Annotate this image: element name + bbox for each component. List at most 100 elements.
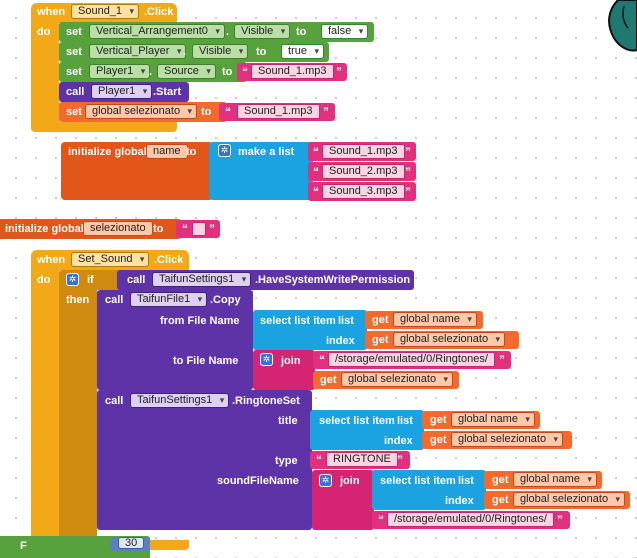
- quote-close: ”: [209, 222, 215, 236]
- join-mutator-gear-icon[interactable]: ✲: [260, 353, 273, 366]
- global-selezionato-dropdown[interactable]: global selezionato: [393, 332, 506, 347]
- global-name-dropdown[interactable]: global name: [513, 472, 597, 487]
- start-method-label: .Start: [153, 86, 182, 98]
- select-list-item-label: select list item: [319, 415, 395, 427]
- quote-open: “: [313, 145, 319, 159]
- call-label: call: [105, 294, 124, 306]
- quote-close: ”: [397, 453, 403, 467]
- player1-call-dropdown[interactable]: Player1: [91, 84, 153, 99]
- bottom-number-field[interactable]: 30: [118, 537, 145, 549]
- player1-dropdown[interactable]: Player1: [89, 64, 151, 79]
- when-label: when: [37, 6, 66, 18]
- quote-open: “: [313, 185, 319, 199]
- sound1-mp3-text[interactable]: Sound_1.mp3: [251, 64, 334, 79]
- global-name-dropdown[interactable]: global name: [451, 412, 535, 427]
- if-then-rail: [59, 289, 97, 539]
- taifun-settings1-dropdown[interactable]: TaifunSettings1: [152, 272, 252, 287]
- vertical-arrangement0-dropdown[interactable]: Vertical_Arrangement0: [89, 24, 225, 39]
- false-value-dropdown[interactable]: false: [321, 24, 369, 39]
- call-label: call: [66, 86, 85, 98]
- to-label: to: [296, 26, 307, 38]
- get-label: get: [430, 434, 447, 446]
- get-label: get: [320, 374, 337, 386]
- set-label: set: [66, 46, 82, 58]
- if-mutator-gear-icon[interactable]: ✲: [66, 273, 79, 286]
- index-label: index: [384, 435, 413, 447]
- click-event-label: .Click: [144, 6, 174, 18]
- select-list-item-from[interactable]: [253, 310, 367, 350]
- sound1-component-dropdown[interactable]: Sound_1: [71, 4, 140, 19]
- initialize-global-label: initialize global: [5, 223, 84, 235]
- quote-close: ”: [336, 65, 342, 79]
- init-global-name[interactable]: [61, 142, 213, 200]
- ringtones-path-text[interactable]: /storage/emulated/0/Ringtones/: [387, 512, 554, 527]
- call-taifun-settings1-ringtone-set[interactable]: [97, 390, 312, 530]
- quote-open: “: [316, 453, 322, 467]
- selezionato-variable-field[interactable]: selezionato: [83, 221, 153, 236]
- sound2-mp3-text[interactable]: Sound_2.mp3: [322, 164, 405, 179]
- make-a-list-label: make a list: [238, 146, 295, 158]
- list-label: list: [397, 415, 413, 427]
- to-label: to: [153, 223, 164, 235]
- sound1-mp3-text[interactable]: Sound_1.mp3: [322, 144, 405, 159]
- set-player1-source[interactable]: [59, 62, 247, 82]
- select-list-item-label: select list item: [380, 475, 456, 487]
- quote-close: ”: [405, 145, 411, 159]
- quote-open: “: [225, 105, 231, 119]
- global-selezionato-dropdown[interactable]: global selezionato: [85, 104, 198, 119]
- event-sound1-body-rail: [31, 22, 59, 124]
- set-sound-component-dropdown[interactable]: Set_Sound: [71, 252, 150, 267]
- visible-property-dropdown[interactable]: Visible: [234, 24, 291, 39]
- quote-close: ”: [405, 185, 411, 199]
- set-label: set: [66, 26, 82, 38]
- get-label: get: [430, 414, 447, 426]
- global-selezionato-dropdown[interactable]: global selezionato: [341, 372, 454, 387]
- to-label: to: [222, 66, 233, 78]
- to-file-name-label: to File Name: [173, 355, 239, 367]
- if-label: if: [87, 274, 94, 286]
- to-label: to: [256, 46, 267, 58]
- index-label: index: [326, 335, 355, 347]
- select-list-item-sound-file[interactable]: [372, 470, 486, 510]
- quote-open: “: [182, 222, 188, 236]
- empty-text-field[interactable]: [192, 222, 206, 236]
- event-sound1-footer: [31, 122, 177, 132]
- copy-method-label: .Copy: [210, 294, 241, 306]
- call-label: call: [105, 395, 124, 407]
- do-label: do: [37, 26, 51, 38]
- get-label: get: [372, 314, 389, 326]
- join-mutator-gear-icon[interactable]: ✲: [319, 474, 332, 487]
- get-label: get: [372, 334, 389, 346]
- quote-close: ”: [557, 513, 563, 527]
- have-system-write-permission-label: .HaveSystemWritePermission: [255, 274, 411, 286]
- sound-file-name-label: soundFileName: [217, 475, 299, 487]
- when-label: when: [37, 254, 66, 266]
- taifun-settings1-dropdown[interactable]: TaifunSettings1: [130, 393, 230, 408]
- global-name-dropdown[interactable]: global name: [393, 312, 477, 327]
- dot-label: .: [149, 66, 153, 78]
- do-label: do: [37, 274, 51, 286]
- sound1-mp3-text[interactable]: Sound_1.mp3: [237, 104, 320, 119]
- ringtones-path-text[interactable]: /storage/emulated/0/Ringtones/: [328, 352, 495, 367]
- ringtone-set-method-label: .RingtoneSet: [232, 395, 300, 407]
- vertical-player-dropdown[interactable]: Vertical_Player: [89, 44, 187, 59]
- initialize-global-label: initialize global: [68, 146, 147, 158]
- true-value-dropdown[interactable]: true: [281, 44, 324, 59]
- from-file-name-label: from File Name: [160, 315, 240, 327]
- to-label: to: [201, 106, 212, 118]
- mascot-icon: [608, 0, 637, 52]
- visible-property-dropdown[interactable]: Visible: [192, 44, 249, 59]
- to-label: to: [186, 146, 197, 158]
- mutator-gear-icon[interactable]: ✲: [218, 144, 231, 157]
- sound3-mp3-text[interactable]: Sound_3.mp3: [322, 184, 405, 199]
- name-variable-field[interactable]: name: [146, 144, 188, 159]
- dot-label: .: [183, 46, 187, 58]
- select-list-item-title[interactable]: [310, 410, 424, 450]
- global-selezionato-dropdown[interactable]: global selezionato: [513, 492, 626, 507]
- quote-close: ”: [405, 165, 411, 179]
- select-list-item-label: select list item: [260, 315, 336, 327]
- global-selezionato-dropdown[interactable]: global selezionato: [451, 432, 564, 447]
- ringtone-type-text[interactable]: RINGTONE: [326, 452, 398, 467]
- taifun-file1-dropdown[interactable]: TaifunFile1: [130, 292, 208, 307]
- source-property-dropdown[interactable]: Source: [157, 64, 216, 79]
